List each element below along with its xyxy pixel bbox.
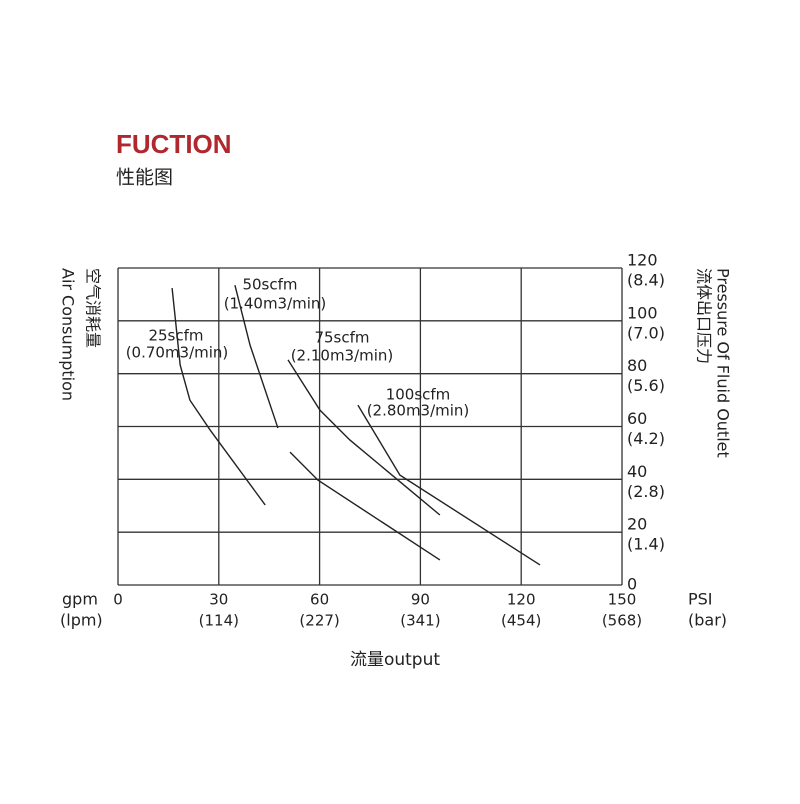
- curve-label-metric: (1.40m3/min): [224, 295, 327, 313]
- x-tick-label: 30: [209, 591, 228, 609]
- y-tick-label-alt: (1.4): [627, 535, 665, 554]
- x-tick-label-alt: (114): [199, 612, 239, 630]
- curve-label: 25scfm: [148, 327, 203, 345]
- chart-title: FUCTION: [116, 129, 232, 159]
- y-tick-label: 0: [627, 575, 637, 594]
- curve-label: 75scfm: [314, 329, 369, 347]
- curve: [171, 288, 266, 506]
- curve-label: 50scfm: [242, 276, 297, 294]
- x-tick-label: 150: [608, 591, 637, 609]
- x-tick-label: 90: [411, 591, 430, 609]
- curve-label: 100scfm: [386, 386, 451, 404]
- y-tick-label: 120: [627, 251, 658, 270]
- x-tick-label: 60: [310, 591, 329, 609]
- y-tick-label: 60: [627, 409, 647, 428]
- x-tick-label: 120: [507, 591, 536, 609]
- y-tick-label-alt: (8.4): [627, 271, 665, 290]
- y-tick-label: 20: [627, 515, 647, 534]
- curve-label-metric: (0.70m3/min): [126, 344, 229, 362]
- curve: [289, 451, 441, 561]
- curve: [287, 359, 441, 516]
- x-axis-label: 流量output: [350, 650, 440, 670]
- y-tick-label-alt: (4.2): [627, 429, 665, 448]
- y-tick-label-alt: (2.8): [627, 482, 665, 501]
- y-label-right: 流体出口压力: [695, 268, 714, 364]
- curve-label-metric: (2.80m3/min): [367, 402, 470, 420]
- y-label-left: 空气消耗量: [84, 268, 103, 348]
- curve: [234, 284, 279, 429]
- y-tick-label: 100: [627, 303, 658, 322]
- x-tick-label-alt: (227): [299, 612, 339, 630]
- x-unit: gpm: [62, 590, 98, 609]
- y-tick-label-alt: (5.6): [627, 376, 665, 395]
- y-label-right-en: Pressure Of Fluid Outlet: [714, 268, 733, 458]
- y-unit: PSI: [688, 590, 713, 609]
- curve-label-metric: (2.10m3/min): [291, 347, 394, 365]
- y-unit-alt: (bar): [688, 611, 727, 630]
- y-tick-label: 80: [627, 356, 647, 375]
- curve: [357, 404, 541, 566]
- x-tick-label: 0: [113, 591, 123, 609]
- chart-subtitle: 性能图: [116, 167, 173, 189]
- x-tick-label-alt: (454): [501, 612, 541, 630]
- x-tick-label-alt: (341): [400, 612, 440, 630]
- y-label-left-en: Air Consumption: [59, 268, 78, 401]
- x-unit-alt: (lpm): [60, 611, 103, 630]
- y-tick-label: 40: [627, 462, 647, 481]
- y-tick-label-alt: (7.0): [627, 323, 665, 342]
- x-tick-label-alt: (568): [602, 612, 642, 630]
